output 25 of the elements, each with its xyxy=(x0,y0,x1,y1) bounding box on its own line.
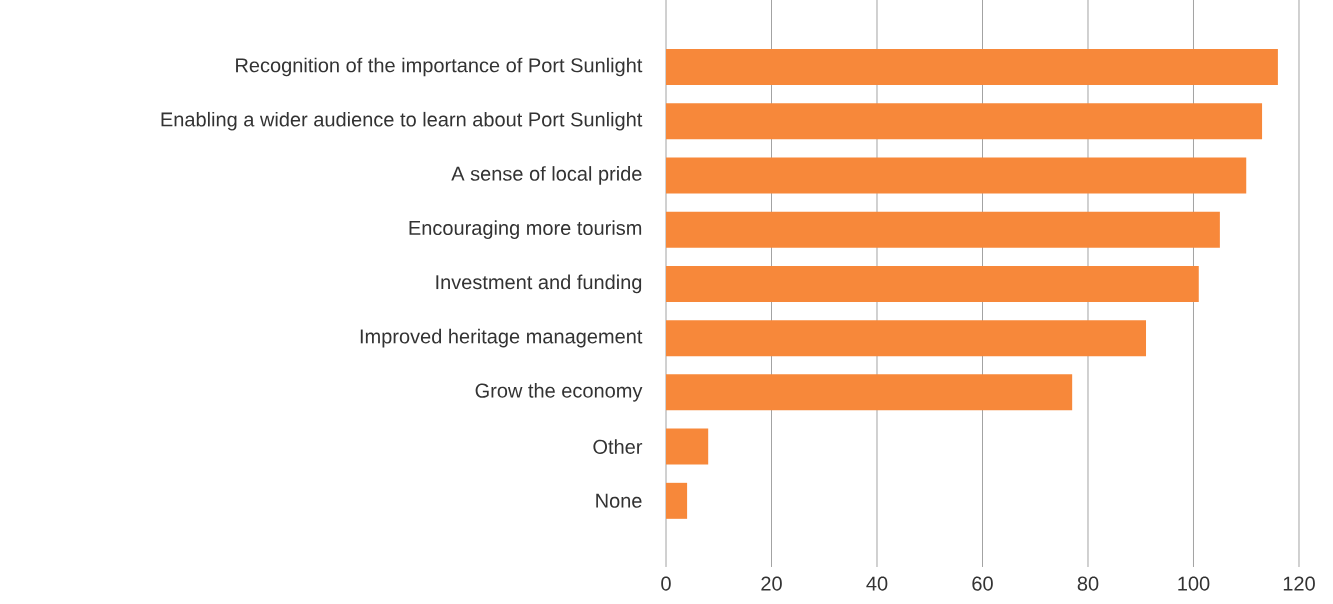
bar xyxy=(666,320,1147,357)
y-tick-label: Recognition of the importance of Port Sunlight xyxy=(236,57,643,77)
x-tick-label: 0 xyxy=(661,576,671,591)
bar xyxy=(666,48,1278,85)
bar xyxy=(666,157,1247,194)
y-tick-label: Encouraging more tourism xyxy=(409,220,642,239)
bar xyxy=(666,265,1199,302)
x-tick-label: 100 xyxy=(1178,576,1210,591)
x-tick-label: 40 xyxy=(866,576,888,591)
y-tick-label: Other xyxy=(593,439,643,454)
x-tick-label: 20 xyxy=(761,576,782,591)
bar xyxy=(666,211,1220,248)
bar xyxy=(666,428,709,465)
bar xyxy=(666,482,688,519)
y-tick-label: Grow the economy xyxy=(475,383,643,402)
y-tick-label: None xyxy=(596,493,642,508)
y-tick-label: A sense of local pride xyxy=(451,166,642,185)
bar xyxy=(666,103,1263,140)
y-tick-label: Enabling a wider audience to learn about Port Sunlight xyxy=(161,111,643,131)
x-tick-label: 60 xyxy=(972,576,993,591)
y-tick-label: Investment and funding xyxy=(436,274,642,294)
bar xyxy=(666,374,1073,411)
x-tick-label: 80 xyxy=(1077,576,1099,591)
x-tick-label: 120 xyxy=(1283,576,1315,591)
y-tick-label: Improved heritage management xyxy=(360,328,643,348)
